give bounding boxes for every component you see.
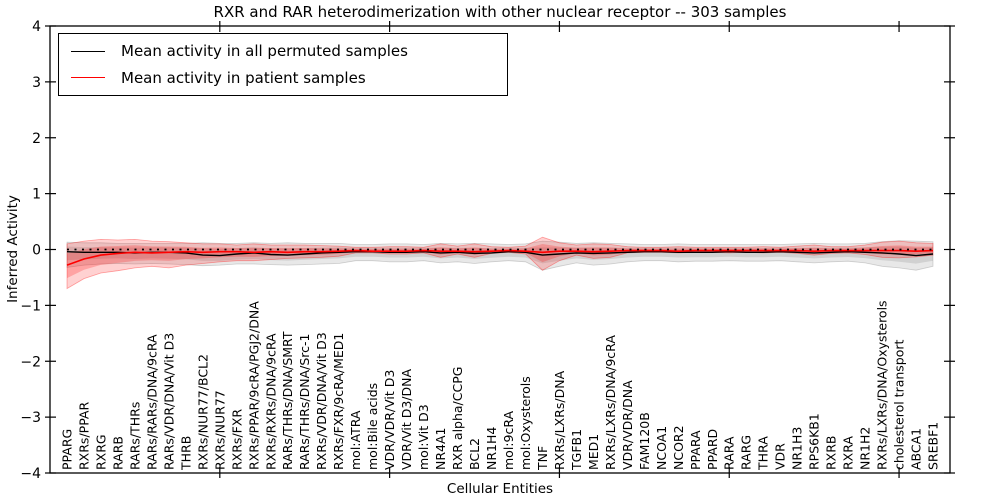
- chart-title: RXR and RAR heterodimerization with othe…: [213, 3, 787, 21]
- x-tick-label: RARs/VDR/DNA/Vit D3: [161, 333, 176, 470]
- x-tick-label: NCOA1: [654, 426, 669, 470]
- legend-label-permuted: Mean activity in all permuted samples: [121, 42, 408, 61]
- x-tick-label: RARA: [722, 436, 737, 470]
- legend-entry-permuted: Mean activity in all permuted samples: [71, 38, 495, 64]
- x-tick-label: RXRs/NUR77/BCL2: [195, 354, 210, 470]
- legend-entry-patient: Mean activity in patient samples: [71, 65, 495, 91]
- x-tick-label: PPARG: [60, 429, 75, 470]
- x-tick-label: NR1H2: [858, 427, 873, 470]
- x-tick-label: VDR/VDR/DNA: [620, 380, 635, 470]
- x-tick-labels: PPARG RXRs/PPAR RXRG RARB RARs/THRs RARs/RARs…: [60, 300, 941, 471]
- y-tick-label: −4: [20, 466, 41, 482]
- x-tick-label: ABCA1: [909, 428, 924, 470]
- x-axis-label: Cellular Entities: [446, 481, 554, 497]
- patient-mean-line: [66, 249, 934, 266]
- x-tick-label: BCL2: [467, 438, 482, 470]
- x-tick-label: RARs/THRs: [127, 402, 142, 470]
- x-tick-label: RXRA: [841, 436, 856, 470]
- x-tick-label: TNF: [535, 446, 550, 471]
- x-tick-label: VDR: [773, 443, 788, 470]
- x-tick-label: TGFB1: [569, 429, 584, 471]
- x-tick-label: RARs/THRs/DNA/SMRT: [280, 331, 295, 470]
- y-tick-label: 1: [32, 187, 41, 203]
- y-axis-ticks: 4 3 2 1 0 −1 −2 −3 −4: [20, 19, 955, 482]
- x-tick-label: RXRs/FXR/9cRA/MED1: [331, 333, 346, 470]
- x-tick-label: mol:Oxysterols: [518, 376, 533, 470]
- x-tick-label: NR1H3: [790, 427, 805, 470]
- y-tick-label: 4: [32, 19, 41, 35]
- x-tick-label: RXRs/LXRs/DNA/Oxysterols: [875, 300, 890, 470]
- x-tick-label: RXRG: [93, 434, 108, 470]
- x-tick-label: SREBF1: [926, 422, 941, 470]
- permuted-line-swatch: [71, 50, 105, 52]
- x-tick-label: mol:Bile acids: [365, 383, 380, 470]
- y-tick-label: 2: [32, 131, 41, 147]
- x-tick-label: RXRs/VDR/DNA/Vit D3: [314, 332, 329, 470]
- legend-label-patient: Mean activity in patient samples: [121, 68, 366, 87]
- x-tick-label: RARs/THRs/DNA/Src-1: [297, 334, 312, 470]
- x-tick-label: mol:Vit D3: [416, 404, 431, 470]
- x-tick-label: FAM120B: [637, 412, 652, 470]
- y-tick-label: −1: [20, 298, 41, 314]
- x-tick-label: RARG: [739, 435, 754, 470]
- permuted-mean-line: [66, 250, 934, 257]
- x-tick-label: mol:ATRA: [348, 410, 363, 470]
- x-tick-label: RARs/RARs/DNA/9cRA: [144, 334, 159, 470]
- x-tick-label: THRA: [756, 436, 771, 471]
- x-tick-label: RXR alpha/CCPG: [450, 367, 465, 470]
- y-tick-label: −2: [20, 354, 41, 370]
- x-tick-label: VDR/VDR/Vit D3: [382, 370, 397, 470]
- y-tick-label: 0: [32, 243, 41, 259]
- x-tick-label: NR1H4: [484, 427, 499, 470]
- x-tick-label: NR4A1: [433, 428, 448, 471]
- x-tick-label: VDR/Vit D3/DNA: [399, 369, 414, 470]
- x-tick-label: NCOR2: [671, 425, 686, 470]
- x-tick-label: RARB: [110, 436, 125, 470]
- x-tick-label: RXRs/FXR: [229, 409, 244, 470]
- x-tick-label: PPARD: [705, 429, 720, 470]
- y-axis-label: Inferred Activity: [5, 195, 21, 303]
- x-tick-label: RXRs/PPAR/9cRA/PGJ2/DNA: [246, 301, 261, 470]
- x-tick-label: cholesterol transport: [892, 339, 907, 470]
- y-tick-label: 3: [32, 75, 41, 91]
- x-axis-ticks: [219, 21, 900, 478]
- legend: Mean activity in all permuted samples Me…: [58, 33, 508, 96]
- x-tick-label: RPS6KB1: [807, 413, 822, 470]
- x-tick-label: RXRs/RXRs/DNA/9cRA: [263, 333, 278, 470]
- x-tick-label: RXRs/LXRs/DNA: [552, 370, 567, 470]
- x-tick-label: RXRs/NUR77: [212, 390, 227, 470]
- y-tick-label: −3: [20, 410, 41, 426]
- x-tick-label: mol:9cRA: [501, 410, 516, 470]
- patient-line-swatch: [71, 77, 105, 79]
- x-tick-label: RXRB: [824, 435, 839, 470]
- x-tick-label: THRB: [178, 436, 193, 471]
- x-tick-label: MED1: [586, 434, 601, 470]
- x-tick-label: PPARA: [688, 430, 703, 470]
- x-tick-label: RXRs/PPAR: [77, 402, 92, 470]
- x-tick-label: RXRs/LXRs/DNA/9cRA: [603, 335, 618, 470]
